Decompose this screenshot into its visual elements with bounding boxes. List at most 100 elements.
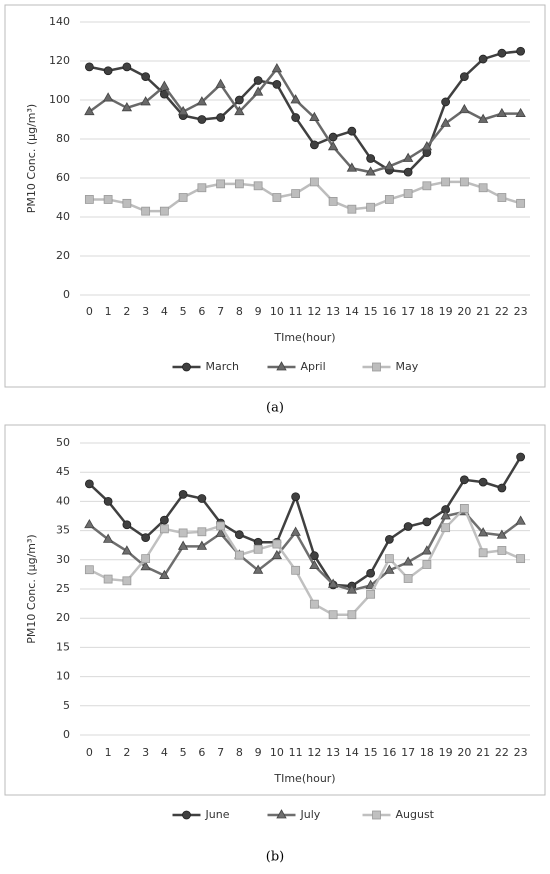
x-tick-label: 0 [86, 746, 93, 759]
marker [140, 560, 151, 571]
x-tick-label: 17 [401, 746, 415, 759]
marker [497, 193, 507, 202]
series-line [88, 510, 522, 592]
x-tick-label: 14 [345, 305, 359, 318]
marker [103, 66, 113, 76]
marker [103, 574, 113, 584]
marker [403, 167, 413, 177]
x-tick-label: 5 [180, 746, 187, 759]
x-tick-label: 1 [105, 305, 112, 318]
x-tick-label: 12 [307, 305, 321, 318]
marker [366, 202, 376, 212]
y-tick-label: 5 [63, 699, 70, 712]
x-tick-label: 5 [180, 305, 187, 318]
marker [309, 140, 319, 150]
marker [516, 46, 526, 56]
marker [366, 568, 376, 578]
marker [291, 492, 301, 502]
marker [291, 565, 301, 575]
legend-marker [372, 362, 381, 372]
marker [102, 533, 114, 543]
marker [84, 518, 95, 529]
marker [346, 584, 358, 594]
y-tick-label: 40 [56, 494, 70, 507]
marker [515, 107, 526, 118]
marker [141, 206, 151, 216]
marker [384, 160, 395, 170]
marker [384, 195, 394, 204]
marker [272, 80, 282, 89]
marker [347, 610, 357, 620]
x-tick-label: 18 [420, 746, 434, 759]
marker [197, 494, 207, 503]
x-tick-label: 3 [142, 746, 149, 759]
marker [403, 189, 413, 199]
y-tick-label: 80 [56, 132, 70, 145]
marker [366, 154, 376, 163]
marker [216, 521, 226, 531]
marker [346, 162, 358, 172]
marker [496, 529, 508, 539]
y-tick-label: 140 [49, 15, 70, 28]
marker [196, 540, 208, 550]
marker [178, 193, 188, 202]
marker [290, 526, 301, 536]
marker [159, 206, 169, 216]
marker [477, 527, 489, 537]
legend-marker [182, 810, 191, 820]
marker [177, 540, 189, 550]
marker [84, 195, 94, 204]
y-tick-label: 40 [56, 210, 70, 223]
marker [140, 96, 151, 106]
marker [234, 550, 244, 560]
marker [422, 517, 432, 527]
x-tick-label: 22 [495, 746, 509, 759]
marker [253, 76, 263, 85]
marker [215, 78, 226, 88]
marker [271, 549, 283, 560]
marker [516, 554, 526, 564]
x-tick-label: 8 [236, 746, 243, 759]
marker [478, 54, 488, 64]
y-tick-label: 45 [56, 465, 70, 478]
y-tick-label: 35 [56, 524, 70, 537]
x-tick-label: 21 [476, 746, 490, 759]
marker [478, 548, 488, 558]
marker [328, 610, 338, 620]
marker [252, 86, 264, 96]
x-tick-label: 21 [476, 305, 490, 318]
marker [365, 579, 376, 589]
marker [327, 578, 339, 588]
x-tick-label: 12 [307, 746, 321, 759]
x-tick-label: 11 [289, 305, 303, 318]
x-tick-label: 16 [382, 305, 396, 318]
x-axis-title: TIme(hour) [273, 331, 335, 344]
marker [384, 554, 394, 564]
marker [459, 504, 469, 513]
x-tick-label: 20 [457, 305, 471, 318]
marker [234, 95, 244, 105]
x-tick-label: 3 [142, 305, 149, 318]
marker [102, 92, 114, 102]
marker [496, 107, 508, 118]
x-tick-label: 2 [123, 305, 130, 318]
marker [291, 189, 301, 199]
x-tick-label: 17 [401, 305, 415, 318]
marker [253, 181, 263, 191]
marker [515, 515, 526, 525]
marker [197, 527, 207, 537]
x-tick-label: 0 [86, 305, 93, 318]
x-tick-label: 20 [457, 746, 471, 759]
x-tick-label: 1 [105, 746, 112, 759]
marker [121, 545, 133, 555]
x-tick-label: 11 [289, 746, 303, 759]
legend-label: May [396, 360, 419, 373]
marker [459, 475, 469, 485]
marker [234, 530, 244, 540]
marker [159, 524, 169, 534]
marker [402, 556, 414, 566]
marker [441, 523, 451, 533]
marker [309, 599, 319, 609]
x-tick-label: 13 [326, 305, 340, 318]
